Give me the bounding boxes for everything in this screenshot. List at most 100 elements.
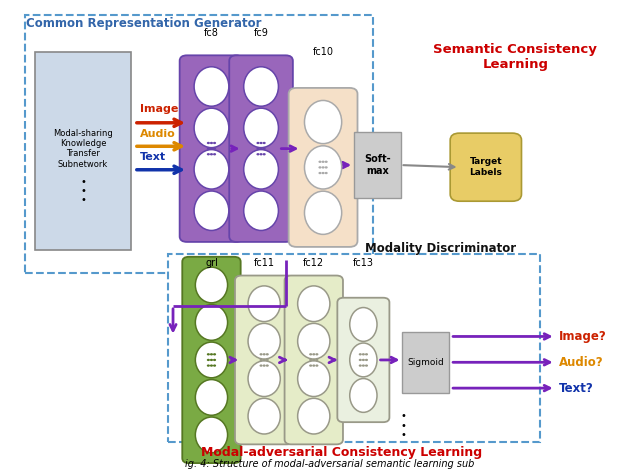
Circle shape [266, 365, 269, 367]
Circle shape [365, 359, 368, 361]
Circle shape [213, 142, 216, 144]
Ellipse shape [248, 324, 280, 359]
Text: Modal-adversarial Consistency Learning: Modal-adversarial Consistency Learning [201, 446, 482, 459]
Text: Common Representation Generator: Common Representation Generator [26, 17, 261, 30]
Circle shape [257, 142, 259, 144]
Ellipse shape [194, 191, 229, 230]
Circle shape [316, 359, 319, 361]
Circle shape [321, 161, 324, 163]
Text: fc12: fc12 [303, 259, 324, 268]
Text: Semantic Consistency
Learning: Semantic Consistency Learning [433, 43, 597, 71]
Circle shape [210, 365, 213, 367]
Circle shape [259, 353, 262, 356]
Circle shape [319, 166, 321, 169]
Circle shape [316, 353, 319, 356]
Circle shape [362, 365, 365, 367]
Ellipse shape [194, 150, 229, 189]
Circle shape [213, 359, 216, 361]
Circle shape [359, 359, 362, 361]
Ellipse shape [195, 380, 228, 415]
Circle shape [365, 365, 368, 367]
Ellipse shape [195, 267, 228, 303]
Circle shape [309, 353, 312, 356]
Circle shape [262, 147, 266, 150]
Circle shape [319, 161, 321, 163]
Ellipse shape [195, 342, 228, 378]
FancyBboxPatch shape [182, 257, 241, 463]
Ellipse shape [305, 191, 342, 235]
Ellipse shape [244, 108, 278, 147]
Text: Modal-sharing
Knowledge
Transfer
Subnetwork: Modal-sharing Knowledge Transfer Subnetw… [53, 129, 113, 169]
Circle shape [257, 147, 259, 150]
Text: Image?: Image? [559, 330, 607, 343]
FancyBboxPatch shape [235, 276, 293, 444]
Circle shape [312, 359, 316, 361]
Ellipse shape [194, 67, 229, 106]
FancyBboxPatch shape [26, 15, 372, 273]
Circle shape [213, 147, 216, 150]
Ellipse shape [349, 308, 377, 341]
Circle shape [259, 359, 262, 361]
Circle shape [259, 153, 262, 155]
Text: fc10: fc10 [312, 47, 333, 57]
Circle shape [362, 359, 365, 361]
Circle shape [259, 142, 262, 144]
Ellipse shape [305, 146, 342, 189]
Text: fc11: fc11 [253, 259, 275, 268]
FancyBboxPatch shape [354, 132, 401, 198]
Circle shape [324, 172, 328, 174]
Text: Text?: Text? [559, 382, 593, 395]
Circle shape [259, 365, 262, 367]
Circle shape [210, 153, 213, 155]
Circle shape [309, 359, 312, 361]
Text: grl: grl [205, 259, 218, 268]
Circle shape [262, 142, 266, 144]
FancyBboxPatch shape [168, 254, 540, 442]
Ellipse shape [298, 361, 330, 397]
Ellipse shape [248, 286, 280, 322]
Circle shape [213, 153, 216, 155]
Circle shape [207, 153, 210, 155]
Text: Audio?: Audio? [559, 356, 604, 369]
Ellipse shape [349, 343, 377, 377]
FancyBboxPatch shape [229, 55, 293, 242]
Circle shape [309, 365, 312, 367]
Circle shape [262, 365, 266, 367]
Ellipse shape [298, 286, 330, 322]
Text: •
•
•: • • • [80, 177, 86, 205]
Ellipse shape [248, 361, 280, 397]
Circle shape [207, 147, 210, 150]
Circle shape [207, 359, 210, 361]
Circle shape [210, 359, 213, 361]
Text: Audio: Audio [140, 129, 176, 139]
Circle shape [262, 153, 266, 155]
Ellipse shape [244, 191, 278, 230]
Circle shape [321, 166, 324, 169]
Circle shape [259, 147, 262, 150]
Ellipse shape [244, 67, 278, 106]
FancyBboxPatch shape [337, 298, 389, 422]
Text: fc9: fc9 [253, 28, 269, 38]
Circle shape [359, 365, 362, 367]
FancyBboxPatch shape [180, 55, 243, 242]
Text: ig. 4: Structure of modal-adversarial semantic learning sub: ig. 4: Structure of modal-adversarial se… [184, 459, 474, 469]
Ellipse shape [298, 398, 330, 434]
Circle shape [324, 161, 328, 163]
Circle shape [316, 365, 319, 367]
Circle shape [362, 353, 365, 356]
Circle shape [359, 353, 362, 356]
Ellipse shape [298, 324, 330, 359]
Text: Soft-
max: Soft- max [364, 154, 390, 176]
FancyBboxPatch shape [285, 276, 343, 444]
Circle shape [262, 359, 266, 361]
Circle shape [319, 172, 321, 174]
Circle shape [213, 365, 216, 367]
FancyBboxPatch shape [450, 133, 522, 201]
Circle shape [312, 353, 316, 356]
Circle shape [324, 166, 328, 169]
Circle shape [213, 353, 216, 356]
Circle shape [207, 353, 210, 356]
FancyBboxPatch shape [289, 88, 358, 247]
Text: fc13: fc13 [353, 259, 374, 268]
Circle shape [210, 353, 213, 356]
